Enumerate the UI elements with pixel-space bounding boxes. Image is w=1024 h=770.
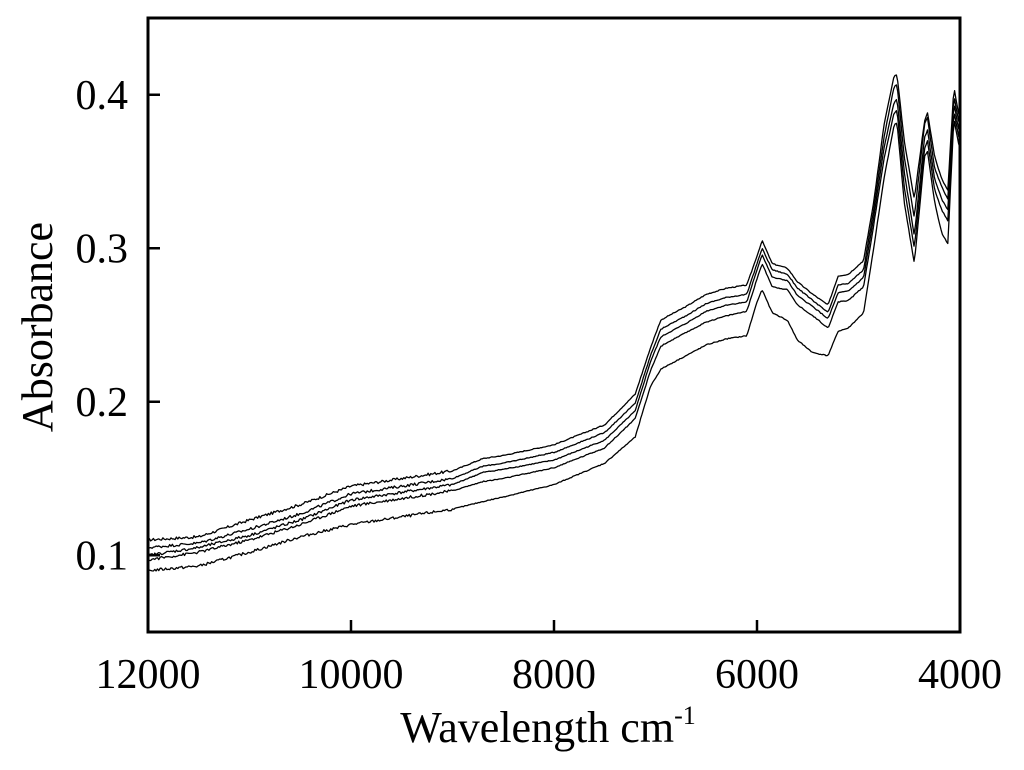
series-line-5 — [147, 120, 961, 572]
series-line-2 — [147, 84, 961, 549]
x-tick-label: 4000 — [918, 652, 1002, 698]
series-group — [147, 74, 961, 572]
x-tick-label: 10000 — [299, 652, 404, 698]
y-tick-label: 0.4 — [76, 73, 129, 119]
x-tick-labels: 12000 10000 8000 6000 4000 — [96, 652, 1003, 698]
series-line-3 — [147, 98, 961, 557]
y-axis-title: Absorbance — [13, 222, 62, 432]
x-axis-title-superscript: -1 — [674, 701, 696, 730]
x-axis-title-main: Wavelength cm — [400, 703, 674, 752]
series-line-1 — [147, 74, 961, 542]
y-tick-labels: 0.1 0.2 0.3 0.4 — [76, 73, 129, 580]
plot-frame — [146, 16, 962, 634]
x-tick-label: 12000 — [96, 652, 201, 698]
x-tick-label: 6000 — [715, 652, 799, 698]
series-line-4 — [147, 110, 961, 562]
y-tick-label: 0.1 — [76, 533, 129, 579]
y-tick-label: 0.2 — [76, 380, 129, 426]
y-tick-label: 0.3 — [76, 226, 129, 272]
x-tick-label: 8000 — [512, 652, 596, 698]
x-axis-title: Wavelength cm-1 — [400, 701, 695, 752]
axis-ticks — [146, 93, 962, 632]
